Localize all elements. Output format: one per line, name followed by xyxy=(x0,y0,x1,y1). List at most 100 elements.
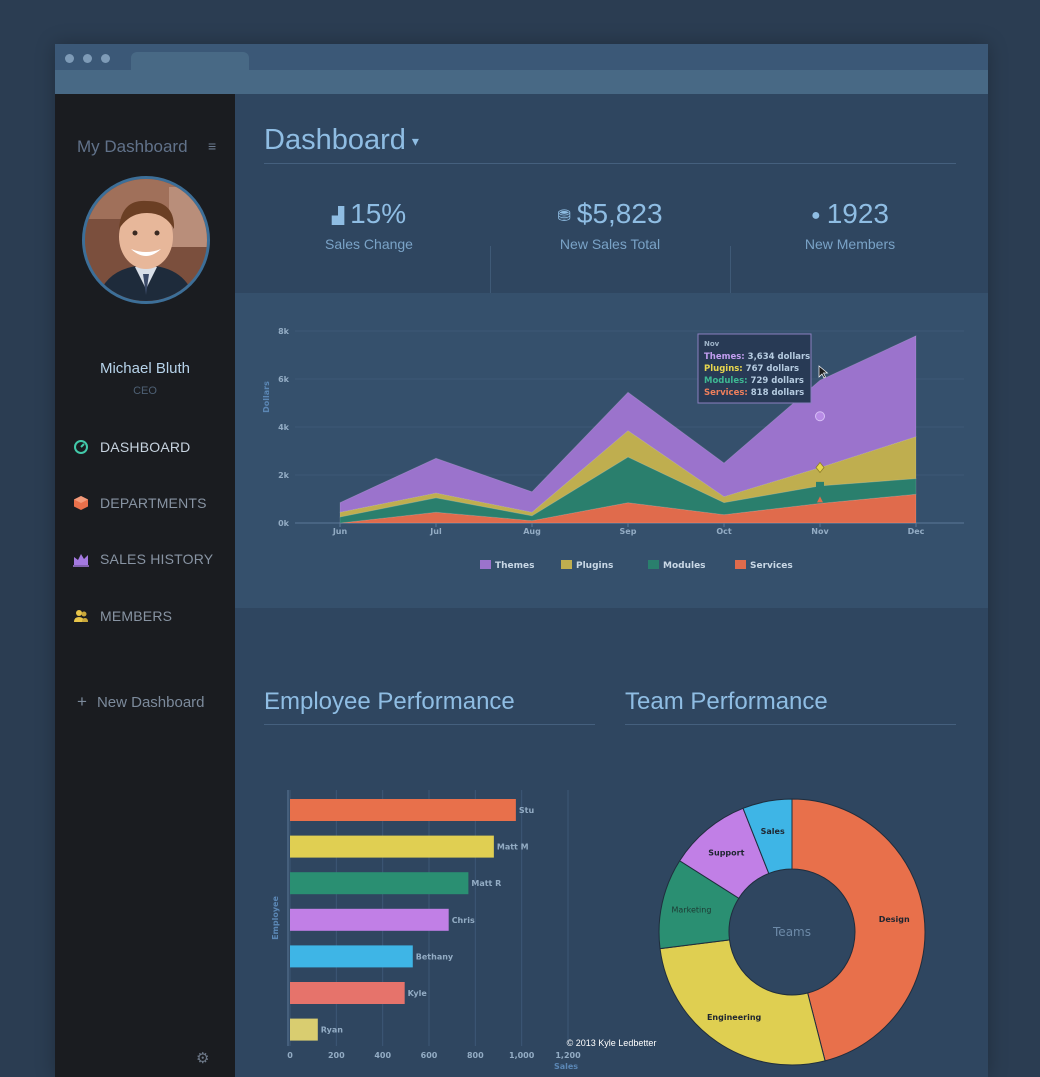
bar-label: Matt R xyxy=(471,879,501,888)
plus-icon: + xyxy=(77,692,87,711)
modules-marker xyxy=(816,481,824,490)
legend-label: Themes xyxy=(495,561,535,571)
money-icon: ⛃ xyxy=(557,207,571,225)
x-tick-label: 400 xyxy=(374,1051,391,1060)
stat-value: 1923 xyxy=(826,198,889,229)
bar-matt-r xyxy=(290,872,469,895)
menu-icon[interactable]: ≡ xyxy=(208,138,217,154)
stat-value: 15% xyxy=(350,198,407,229)
bar-label: Chris xyxy=(452,916,475,925)
tooltip-line: Services: 818 dollars xyxy=(704,388,804,398)
nav-item-members[interactable]: MEMBERS xyxy=(73,608,172,624)
tooltip-line: Plugins: 767 dollars xyxy=(704,364,799,374)
mouse-cursor-icon xyxy=(818,365,829,379)
y-tick-label: 8k xyxy=(278,327,290,336)
y-tick-label: 0k xyxy=(278,519,290,528)
tooltip-value: 729 dollars xyxy=(748,376,804,386)
divider xyxy=(490,246,491,312)
nav-item-departments[interactable]: DEPARTMENTS xyxy=(73,495,207,511)
slice-sales xyxy=(742,798,793,875)
legend-swatch xyxy=(735,560,746,569)
footer: © 2013 Kyle Ledbetter xyxy=(566,1038,657,1048)
team-performance-title: Team Performance xyxy=(625,688,828,715)
donut-center-label: Teams xyxy=(772,925,811,939)
stat-sales-change: ▟ 15% Sales Change xyxy=(259,198,479,252)
employee-bar-chart[interactable]: 0 200 400 600 800 1,000 1,200 Sales Employee Stu M… xyxy=(264,734,595,1074)
tooltip-value: 767 dollars xyxy=(743,364,799,374)
bar-label: Stu xyxy=(519,806,535,815)
window-close-dot[interactable] xyxy=(65,54,74,63)
divider xyxy=(264,724,595,725)
bar-bethany xyxy=(290,945,413,968)
browser-window: My Dashboard ≡ Michael Bluth CEO xyxy=(55,44,988,1077)
nav-item-sales-history[interactable]: SALES HISTORY xyxy=(73,551,213,567)
x-tick-label: Jul xyxy=(429,527,442,536)
new-dashboard-link[interactable]: + New Dashboard xyxy=(77,692,205,712)
slice-label: Engineering xyxy=(707,1013,762,1022)
team-donut-chart[interactable]: Design Engineering Marketing Support Sales Te… xyxy=(625,734,956,1074)
slice-label: Support xyxy=(708,849,744,858)
y-tick-label: 6k xyxy=(278,375,290,384)
stat-new-members: ● 1923 New Members xyxy=(740,198,960,252)
divider xyxy=(730,246,731,312)
browser-chrome xyxy=(55,44,988,94)
slice-design xyxy=(791,798,926,1062)
new-dashboard-label: New Dashboard xyxy=(96,694,205,711)
stat-label: New Members xyxy=(804,236,896,252)
members-icon xyxy=(74,610,88,622)
stat-new-sales-total: ⛃ $5,823 New Sales Total xyxy=(500,198,720,252)
x-tick-label: 1,200 xyxy=(555,1051,581,1060)
x-tick-label: Aug xyxy=(523,527,541,536)
x-tick-label: Nov xyxy=(811,527,829,536)
x-tick-label: Dec xyxy=(908,527,925,536)
tooltip-line: Themes: 3,634 dollars xyxy=(704,352,810,362)
x-tick-label: 200 xyxy=(328,1051,345,1060)
browser-tab[interactable] xyxy=(131,52,249,72)
bar-ryan xyxy=(290,1018,318,1041)
page-title[interactable]: Dashboard ▾ xyxy=(264,124,419,157)
nav-label: DASHBOARD xyxy=(100,439,191,455)
sales-area-chart[interactable]: 0k 2k 4k 6k 8k Jun Jul Aug Sep Oct Nov Dec Dollars T… xyxy=(235,293,988,608)
tooltip-box xyxy=(697,333,812,404)
users-icon: ● xyxy=(811,206,821,224)
tooltip-series-name: Services: xyxy=(704,388,748,398)
sales-history-icon xyxy=(73,554,89,567)
tooltip-value: 818 dollars xyxy=(748,388,804,398)
window-zoom-dot[interactable] xyxy=(101,54,110,63)
slice-label: Marketing xyxy=(672,906,712,915)
sales-chart-panel: 0k 2k 4k 6k 8k Jun Jul Aug Sep Oct Nov Dec Dollars T… xyxy=(235,293,988,608)
bar-label: Ryan xyxy=(321,1026,343,1035)
legend-swatch xyxy=(648,560,659,569)
bar-label: Bethany xyxy=(416,952,454,961)
window-minimize-dot[interactable] xyxy=(83,54,92,63)
tooltip-series-name: Plugins: xyxy=(704,364,743,374)
bar-matt-m xyxy=(290,835,494,858)
divider xyxy=(264,163,956,164)
divider xyxy=(625,724,956,725)
sidebar-title: My Dashboard xyxy=(77,137,188,156)
x-tick-label: 1,000 xyxy=(509,1051,535,1060)
legend-label: Plugins xyxy=(576,561,613,571)
departments-icon xyxy=(74,496,88,510)
x-tick-label: Jun xyxy=(332,527,348,536)
themes-marker xyxy=(815,411,825,422)
slice-label: Design xyxy=(879,915,910,924)
tooltip-title: Nov xyxy=(704,340,720,348)
slice-engineering xyxy=(659,939,826,1066)
nav-item-dashboard[interactable]: DASHBOARD xyxy=(73,439,190,455)
legend-swatch xyxy=(480,560,491,569)
settings-icon[interactable]: ⚙ xyxy=(196,1050,210,1067)
tooltip-value: 3,634 dollars xyxy=(745,352,811,362)
x-tick-label: 600 xyxy=(421,1051,438,1060)
nav-label: DEPARTMENTS xyxy=(100,495,207,511)
employee-performance-title: Employee Performance xyxy=(264,688,515,715)
bar-stu xyxy=(290,799,516,821)
dashboard-icon xyxy=(74,440,88,454)
stat-value: $5,823 xyxy=(576,198,663,229)
y-tick-label: 4k xyxy=(278,423,290,432)
caret-down-icon: ▾ xyxy=(411,132,419,149)
page-title-text: Dashboard xyxy=(264,124,406,156)
legend-label: Services xyxy=(750,561,793,571)
x-tick-label: 0 xyxy=(287,1051,293,1060)
slice-label: Sales xyxy=(761,827,785,836)
